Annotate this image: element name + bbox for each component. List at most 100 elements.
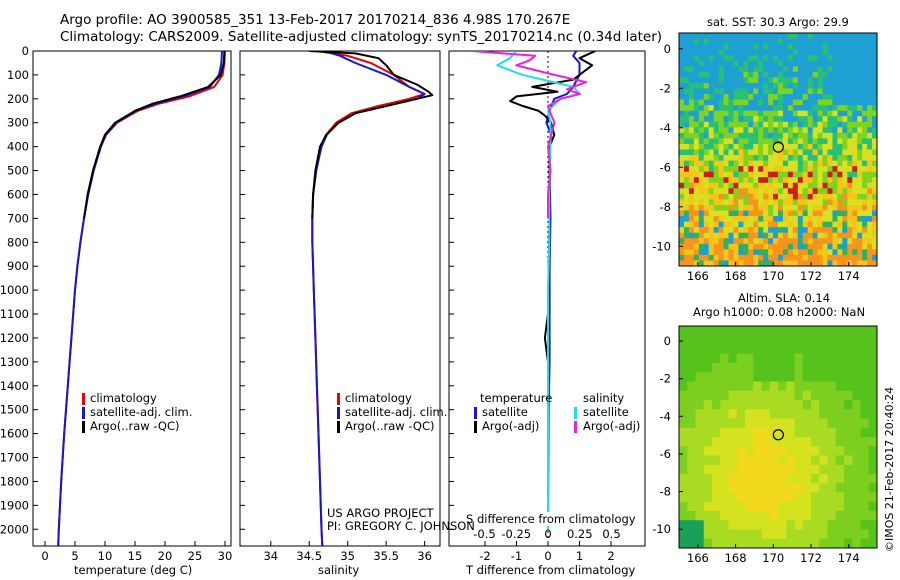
- temp-series-line: [57, 51, 226, 546]
- sst-lat-label: -2: [660, 81, 671, 95]
- sal-legend-argo: Argo(..raw -QC): [345, 419, 435, 433]
- sla-argo-marker: [772, 429, 784, 441]
- s-diff-tick-label: -0.5: [473, 527, 495, 541]
- depth-tick-label: 700: [7, 211, 29, 225]
- difference-frame: [448, 50, 646, 547]
- sla-lat-label: -10: [652, 522, 671, 536]
- sla-map-panel: 166 168 170 172 174 0 -2 -4 -6 -8 -10: [652, 325, 878, 565]
- sla-lon-label: 168: [725, 551, 747, 565]
- diff-legend-mark-temp-argo: [474, 421, 477, 433]
- t-diff-tick-label: -1: [511, 549, 522, 563]
- t-diff-tick-label: 0: [544, 549, 551, 563]
- depth-tick-label: 100: [7, 68, 29, 82]
- temp-legend-satellite: satellite-adj. clim.: [90, 405, 193, 419]
- sla-lon-label: 172: [800, 551, 822, 565]
- sal-legend-mark-argo: [337, 421, 340, 433]
- sst-map-title: sat. SST: 30.3 Argo: 29.9: [707, 15, 849, 29]
- depth-tick-label: 300: [7, 116, 29, 130]
- sla-lon-label: 170: [762, 551, 784, 565]
- sst-map-frame: [678, 32, 878, 267]
- temp-legend-argo: Argo(..raw -QC): [90, 419, 180, 433]
- sal-legend-satellite: satellite-adj. clim.: [345, 405, 448, 419]
- sal-xtick-label: 36: [417, 549, 432, 563]
- salinity-panel: 34 34.5 35 35.5 36: [239, 50, 441, 563]
- sla-map-frame: [678, 325, 878, 549]
- sla-lon-label: 166: [687, 551, 709, 565]
- sal-legend-mark-clim: [337, 393, 340, 405]
- sla-map-title-line1: Altim. SLA: 0.14: [738, 291, 831, 305]
- imos-timestamp: ©IMOS 21-Feb-2017 20:40:24: [883, 386, 896, 552]
- depth-tick-label: 800: [7, 235, 29, 249]
- temp-legend-mark-clim: [82, 393, 85, 405]
- sst-lon-label: 170: [762, 269, 784, 283]
- sal-series-line: [311, 51, 426, 546]
- depth-tick-label: 200: [7, 92, 29, 106]
- temp-xtick-label: 30: [218, 549, 233, 563]
- temp-xtick-label: 5: [71, 549, 78, 563]
- temp-legend-mark-sat: [82, 407, 85, 419]
- sla-lat-label: -4: [660, 409, 671, 423]
- sal-xtick-label: 35: [340, 549, 355, 563]
- figure-title-line2: Climatology: CARS2009. Satellite-adjuste…: [60, 29, 663, 45]
- depth-tick-label: 0: [22, 44, 29, 58]
- depth-tick-label: 1400: [0, 379, 29, 393]
- depth-tick-label: 1500: [0, 403, 29, 417]
- depth-tick-label: 1300: [0, 355, 29, 369]
- t-diff-tick-label: 2: [607, 549, 614, 563]
- depth-tick-label: 900: [7, 259, 29, 273]
- diff-series-line: [471, 51, 588, 219]
- diff-series-line: [545, 51, 581, 530]
- sla-lat-label: 0: [664, 334, 671, 348]
- t-diff-tick-label: 1: [576, 549, 583, 563]
- diff-legend-mark-sal-argo: [574, 421, 577, 433]
- difference-panel: -2 -1 0 1 2 -0.5 -0.25 0 0.25 0.5: [448, 50, 646, 563]
- depth-tick-label: 1100: [0, 307, 29, 321]
- sla-lat-label: -6: [660, 447, 671, 461]
- s-diff-tick-label: 0: [544, 527, 551, 541]
- sla-map-title-line2: Argo h1000: 0.08 h2000: NaN: [693, 305, 866, 319]
- sal-xtick-label: 34.5: [296, 549, 322, 563]
- sst-heatmap-cells: [679, 33, 878, 267]
- sst-lon-label: 166: [687, 269, 709, 283]
- salinity-xlabel: salinity: [318, 563, 360, 577]
- sst-lat-label: -4: [660, 121, 671, 135]
- diff-legend-salinity-title: salinity: [583, 391, 625, 405]
- temperature-xlabel: temperature (deg C): [74, 563, 193, 577]
- temp-xtick-label: 25: [188, 549, 203, 563]
- sst-lon-label: 168: [725, 269, 747, 283]
- s-diff-tick-label: -0.25: [501, 527, 531, 541]
- diff-legend-sal-satellite: satellite: [583, 405, 629, 419]
- sst-lat-label: -8: [660, 200, 671, 214]
- diff-legend-temp-satellite: satellite: [482, 405, 528, 419]
- depth-tick-label: 600: [7, 187, 29, 201]
- s-difference-xlabel: S difference from climatology: [466, 512, 636, 526]
- sst-lat-label: -10: [652, 239, 671, 253]
- depth-tick-label: 2000: [0, 522, 29, 536]
- sal-legend-climatology: climatology: [345, 391, 412, 405]
- temp-legend-climatology: climatology: [90, 391, 157, 405]
- sal-series-line: [311, 51, 426, 546]
- diff-series-line: [509, 51, 596, 363]
- diff-legend-mark-sal-sat: [574, 407, 577, 419]
- diff-series-line: [496, 51, 581, 530]
- depth-tick-label: 400: [7, 140, 29, 154]
- sla-heatmap-cells: [679, 326, 878, 549]
- sst-lon-label: 174: [838, 269, 860, 283]
- s-diff-tick-label: 0.5: [602, 527, 620, 541]
- temp-xtick-label: 20: [158, 549, 173, 563]
- sal-series-line: [309, 51, 434, 219]
- temp-series-line: [83, 51, 226, 219]
- sla-lon-label: 174: [838, 551, 860, 565]
- temp-series-line: [57, 51, 223, 546]
- diff-legend-mark-temp-sat: [474, 407, 477, 419]
- sst-lat-label: -6: [660, 160, 671, 174]
- sst-map-panel: 166 168 170 172 174 0 -2 -4 -6 -8 -10: [652, 32, 878, 283]
- depth-tick-label: 1800: [0, 474, 29, 488]
- sal-legend-mark-sat: [337, 407, 340, 419]
- temp-legend-mark-argo: [82, 421, 85, 433]
- figure-title-line1: Argo profile: AO 3900585_351 13-Feb-2017…: [60, 12, 571, 28]
- sst-lon-label: 172: [800, 269, 822, 283]
- sst-lat-label: 0: [664, 42, 671, 56]
- t-diff-tick-label: -2: [479, 549, 490, 563]
